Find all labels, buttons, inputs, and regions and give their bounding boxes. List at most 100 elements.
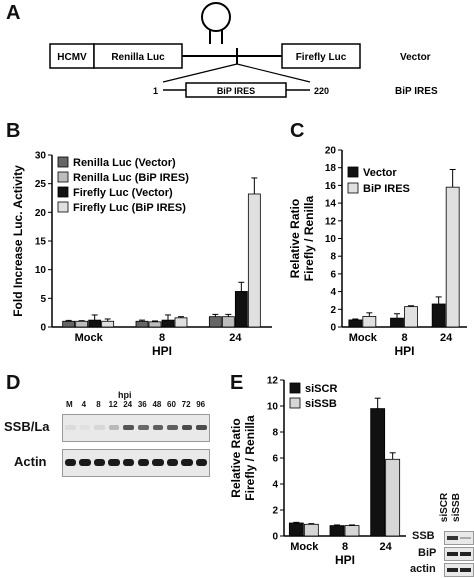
ssb-band: [138, 425, 149, 430]
y-tick-label: 20: [35, 208, 47, 219]
bar: [329, 525, 345, 537]
actin-band: [108, 459, 120, 466]
x-category-label: Mock: [75, 332, 104, 344]
blot-d-lane-label: 60: [167, 400, 176, 409]
actin-band: [64, 459, 77, 466]
bar: [404, 306, 418, 328]
blot-d-lane-label: 4: [81, 400, 87, 409]
panel-label-d: D: [6, 372, 21, 394]
panel-label-c: C: [290, 120, 305, 142]
blot-d-lane-label: 12: [108, 400, 118, 409]
legend-swatch: [57, 171, 69, 183]
bar: [135, 320, 149, 328]
insert-side-label: BiP IRES: [395, 86, 438, 97]
y-tick-label: 25: [35, 179, 47, 190]
ssb-band: [108, 425, 120, 430]
blot-d-lane-label: 72: [181, 400, 191, 409]
y-axis-label-line2: Firefly / Renilla: [243, 415, 257, 501]
bar: [247, 193, 261, 328]
bar: [362, 315, 377, 328]
y-axis-label: Fold Increase Luc. Activity: [11, 165, 25, 317]
actin-band: [152, 459, 164, 466]
legend-label: siSSB: [305, 398, 337, 410]
y-axis-label-line1: Relative Ratio: [288, 199, 302, 278]
x-category-label: 24: [380, 541, 393, 553]
ssb-band: [94, 425, 105, 430]
legend-swatch: [347, 166, 359, 178]
y-tick-label: 18: [325, 163, 337, 174]
vector-label: Vector: [400, 52, 431, 63]
insert-label: BiP IRES: [217, 86, 255, 96]
blot-d-lane-label: 36: [137, 400, 147, 409]
legend-swatch: [57, 186, 69, 198]
blot-e-actin-strip: [444, 563, 474, 577]
actin-band: [79, 459, 91, 466]
blot-d-ssb-strip: [62, 414, 210, 442]
bar: [445, 186, 460, 328]
y-tick-label: 2: [330, 305, 336, 316]
y-tick-label: 10: [267, 402, 279, 413]
legend-label: siSCR: [305, 383, 337, 395]
x-category-label: 24: [440, 332, 453, 344]
blot-d-lane-label: 48: [152, 400, 162, 409]
y-tick-label: 5: [40, 294, 46, 305]
bar: [385, 458, 401, 537]
blot-e-bip-strip: [444, 547, 474, 561]
y-tick-label: 6: [330, 269, 336, 280]
y-tick-label: 16: [325, 181, 337, 192]
blot-e-ssb-strip: [444, 531, 474, 545]
y-tick-label: 0: [330, 323, 336, 334]
legend-label: Firefly Luc (BiP IRES): [73, 202, 186, 214]
y-tick-label: 12: [267, 376, 279, 387]
bar: [75, 320, 89, 328]
bar: [234, 291, 248, 328]
legend-label: BiP IRES: [363, 183, 410, 195]
blot-d-lane-labels: M 4 8 12 24 36 48 60 72 96: [62, 400, 208, 412]
y-tick-label: 30: [35, 151, 47, 162]
x-axis-label: HPI: [394, 344, 414, 358]
ssb-band: [123, 425, 134, 430]
y-tick-label: 6: [272, 454, 278, 465]
hcmv-box: [49, 43, 95, 69]
blot-e-lane-labels: siSCR siSSB: [439, 488, 474, 530]
bar: [348, 319, 363, 328]
y-tick-label: 8: [330, 252, 336, 263]
bar: [62, 320, 76, 328]
blot-d-hpi-title: hpi: [118, 390, 132, 400]
bar: [370, 408, 386, 537]
actin-band: [137, 459, 150, 466]
legend-label: Renilla Luc (BiP IRES): [73, 172, 189, 184]
bar: [221, 316, 235, 328]
bar: [174, 317, 188, 328]
y-tick-label: 10: [325, 234, 337, 245]
bar: [344, 525, 360, 537]
legend-swatch: [289, 397, 301, 409]
legend-swatch: [57, 201, 69, 213]
x-category-label: Mock: [290, 541, 319, 553]
x-axis-label: HPI: [152, 344, 172, 358]
bar: [88, 319, 102, 328]
x-category-label: Mock: [349, 332, 378, 344]
insert-end: 220: [314, 86, 329, 96]
x-category-label: 8: [401, 332, 407, 344]
blot-d-row-ssb: SSB/La: [4, 419, 50, 434]
y-tick-label: 8: [272, 428, 278, 439]
bip-ires-box: [185, 82, 287, 98]
x-category-label: 8: [159, 332, 165, 344]
panel-label-b: B: [6, 120, 21, 142]
blot-e-row-bip: BiP: [418, 547, 437, 559]
y-tick-label: 20: [325, 146, 337, 157]
y-tick-label: 12: [325, 216, 337, 227]
bar: [303, 523, 319, 537]
y-tick-label: 4: [330, 287, 336, 298]
blot-e-lane-siscr: siSCR: [439, 492, 451, 523]
construct-diagram: HCMV Renilla Luc Firefly Luc BiP IRES 1 …: [49, 2, 438, 98]
ssb-band: [181, 425, 193, 430]
ssb-band: [79, 425, 91, 430]
legend-label: Renilla Luc (Vector): [73, 157, 176, 169]
y-axis-label-line1: Relative Ratio: [229, 418, 243, 497]
actin-band: [93, 459, 106, 466]
ssb-band: [196, 425, 207, 430]
insert-start: 1: [153, 86, 158, 96]
legend-label: Vector: [363, 167, 397, 179]
